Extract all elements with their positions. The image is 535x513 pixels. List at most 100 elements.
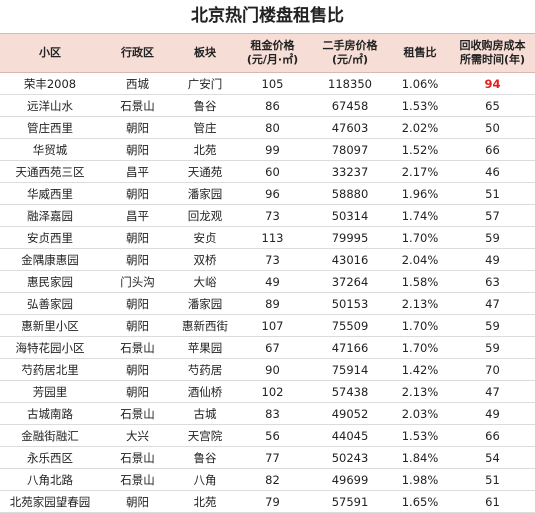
table-cell: 105 [235, 72, 310, 95]
table-cell: 朝阳 [100, 116, 175, 139]
table-cell: 50153 [310, 292, 390, 315]
column-header: 租售比 [390, 34, 450, 73]
table-row: 金隅康惠园 朝阳 双桥 73 43016 2.04% 49 [0, 248, 535, 271]
table-cell: 海特花园小区 [0, 336, 100, 359]
table-cell: 47 [450, 292, 535, 315]
table-cell: 惠新西街 [175, 314, 235, 337]
table-cell: 鲁谷 [175, 446, 235, 469]
table-cell: 77 [235, 446, 310, 469]
table-cell: 潘家园 [175, 182, 235, 205]
table-cell: 49 [450, 402, 535, 425]
table-cell: 56 [235, 424, 310, 447]
table-cell: 49 [235, 270, 310, 293]
table-cell: 49699 [310, 468, 390, 491]
table-cell: 天宫院 [175, 424, 235, 447]
table-cell: 古城 [175, 402, 235, 425]
header-row: 小区 行政区 板块 租金价格 (元/月·㎡) 二手房价格 (元/㎡) 租售比 回收购房成本 … [0, 34, 535, 73]
column-header: 行政区 [100, 34, 175, 73]
table-cell: 49 [450, 248, 535, 271]
table-cell: 大峪 [175, 270, 235, 293]
table-cell: 北苑 [175, 138, 235, 161]
table-cell: 60 [235, 160, 310, 183]
table-row: 古城南路 石景山 古城 83 49052 2.03% 49 [0, 402, 535, 425]
table-row: 惠民家园 门头沟 大峪 49 37264 1.58% 63 [0, 270, 535, 293]
table-cell: 昌平 [100, 160, 175, 183]
table-body: 荣丰2008 西城 广安门 105 118350 1.06% 94 远洋山水 石景山 鲁谷 86 67… [0, 72, 535, 513]
table-cell: 门头沟 [100, 270, 175, 293]
table-row: 荣丰2008 西城 广安门 105 118350 1.06% 94 [0, 72, 535, 95]
table-cell: 1.06% [390, 72, 450, 95]
table-cell: 59 [450, 336, 535, 359]
table-cell: 83 [235, 402, 310, 425]
table-cell: 1.65% [390, 490, 450, 513]
table-cell: 79995 [310, 226, 390, 249]
table-cell: 57438 [310, 380, 390, 403]
table-cell: 安贞西里 [0, 226, 100, 249]
data-table: 小区 行政区 板块 租金价格 (元/月·㎡) 二手房价格 (元/㎡) 租售比 回收购房成本 … [0, 34, 535, 513]
table-cell: 1.70% [390, 226, 450, 249]
table-cell: 59 [450, 314, 535, 337]
table-cell: 80 [235, 116, 310, 139]
table-cell: 华贸城 [0, 138, 100, 161]
column-header: 回收购房成本 所需时间(年) [450, 34, 535, 73]
table-cell: 1.74% [390, 204, 450, 227]
table-cell: 北苑家园望春园 [0, 490, 100, 513]
table-cell: 113 [235, 226, 310, 249]
table-row: 弘善家园 朝阳 潘家园 89 50153 2.13% 47 [0, 292, 535, 315]
table-cell: 大兴 [100, 424, 175, 447]
table-row: 天通西苑三区 昌平 天通苑 60 33237 2.17% 46 [0, 160, 535, 183]
table-cell: 1.58% [390, 270, 450, 293]
table-cell: 99 [235, 138, 310, 161]
table-cell: 66 [450, 138, 535, 161]
table-cell: 荣丰2008 [0, 72, 100, 95]
table-cell: 37264 [310, 270, 390, 293]
table-cell: 朝阳 [100, 226, 175, 249]
table-cell: 2.13% [390, 380, 450, 403]
table-cell: 安贞 [175, 226, 235, 249]
table-cell: 47166 [310, 336, 390, 359]
table-cell: 70 [450, 358, 535, 381]
table-cell: 57591 [310, 490, 390, 513]
table-cell: 苹果园 [175, 336, 235, 359]
table-cell: 朝阳 [100, 490, 175, 513]
table-cell: 1.84% [390, 446, 450, 469]
table-cell: 朝阳 [100, 380, 175, 403]
table-row: 海特花园小区 石景山 苹果园 67 47166 1.70% 59 [0, 336, 535, 359]
table-cell: 金融街融汇 [0, 424, 100, 447]
table-cell: 65 [450, 94, 535, 117]
table-cell: 54 [450, 446, 535, 469]
table-header: 小区 行政区 板块 租金价格 (元/月·㎡) 二手房价格 (元/㎡) 租售比 回收购房成本 … [0, 34, 535, 73]
table-cell: 广安门 [175, 72, 235, 95]
table-cell: 1.53% [390, 424, 450, 447]
table-cell: 管庄西里 [0, 116, 100, 139]
table-cell: 2.03% [390, 402, 450, 425]
table-cell: 回龙观 [175, 204, 235, 227]
table-cell: 1.96% [390, 182, 450, 205]
table-cell: 融泽嘉园 [0, 204, 100, 227]
table-cell: 酒仙桥 [175, 380, 235, 403]
table-row: 华威西里 朝阳 潘家园 96 58880 1.96% 51 [0, 182, 535, 205]
table-cell: 96 [235, 182, 310, 205]
table-cell: 西城 [100, 72, 175, 95]
table-cell: 惠民家园 [0, 270, 100, 293]
table-cell: 石景山 [100, 402, 175, 425]
table-cell: 107 [235, 314, 310, 337]
table-cell: 58880 [310, 182, 390, 205]
table-cell: 86 [235, 94, 310, 117]
table-cell: 昌平 [100, 204, 175, 227]
table-cell: 管庄 [175, 116, 235, 139]
table-cell: 46 [450, 160, 535, 183]
table-title: 北京热门楼盘租售比 [0, 0, 535, 34]
table-cell: 八角 [175, 468, 235, 491]
table-cell: 78097 [310, 138, 390, 161]
table-cell: 50 [450, 116, 535, 139]
table-cell: 59 [450, 226, 535, 249]
column-header: 板块 [175, 34, 235, 73]
table-cell: 惠新里小区 [0, 314, 100, 337]
table-row: 华贸城 朝阳 北苑 99 78097 1.52% 66 [0, 138, 535, 161]
table-cell: 75509 [310, 314, 390, 337]
table-cell: 47 [450, 380, 535, 403]
table-cell: 49052 [310, 402, 390, 425]
table-cell: 古城南路 [0, 402, 100, 425]
column-header: 小区 [0, 34, 100, 73]
